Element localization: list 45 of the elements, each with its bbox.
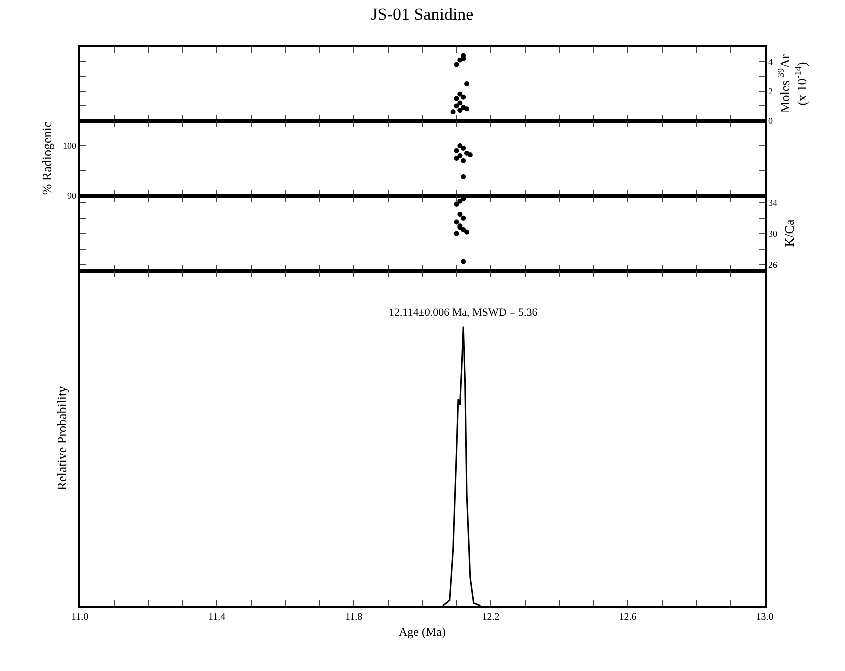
point [454, 156, 460, 161]
y-axis-title: Relative Probability [54, 386, 70, 491]
point [464, 230, 470, 235]
point [454, 104, 460, 109]
point [458, 108, 463, 114]
point [454, 148, 460, 154]
y-tick-label: 34 [768, 198, 778, 208]
point [461, 146, 466, 151]
y-axis-title: K/Ca [782, 220, 798, 248]
y-tick-label: 2 [768, 86, 774, 97]
x-tick-label: 11.0 [71, 612, 89, 623]
x-tick-label: 12.6 [619, 612, 637, 623]
x-tick-label: 11.4 [208, 612, 226, 623]
y-tick-label: 90 [67, 191, 77, 202]
chart-title: JS-01 Sanidine [371, 4, 474, 24]
point [458, 212, 463, 218]
point [461, 216, 466, 221]
point [464, 82, 470, 86]
y-axis-title: % Radiogenic [39, 122, 54, 196]
y-tick-label: 0 [768, 116, 774, 126]
x-tick-label: 12.2 [482, 612, 500, 623]
x-axis-title: Age (Ma) [399, 625, 446, 640]
y-tick-label: 100 [62, 141, 77, 152]
x-tick-label: 13.0 [756, 612, 774, 623]
point [464, 106, 470, 112]
point [454, 220, 460, 225]
point [461, 94, 466, 100]
point [461, 174, 466, 180]
y-tick-label: 30 [768, 229, 778, 240]
point [454, 96, 460, 102]
point [454, 231, 460, 236]
y-tick-label: 26 [768, 260, 778, 270]
text: 12.114±0.006 Ma, MSWD = 5.36 [389, 307, 538, 319]
point [468, 152, 473, 158]
point [458, 144, 463, 148]
point [450, 110, 456, 115]
point [458, 92, 463, 97]
point [454, 62, 460, 68]
point [454, 202, 460, 208]
y-tick-label: 4 [768, 56, 774, 67]
x-tick-label: 11.8 [345, 612, 363, 623]
point [458, 154, 463, 158]
point [461, 158, 466, 164]
point [458, 100, 463, 106]
point [461, 259, 466, 264]
